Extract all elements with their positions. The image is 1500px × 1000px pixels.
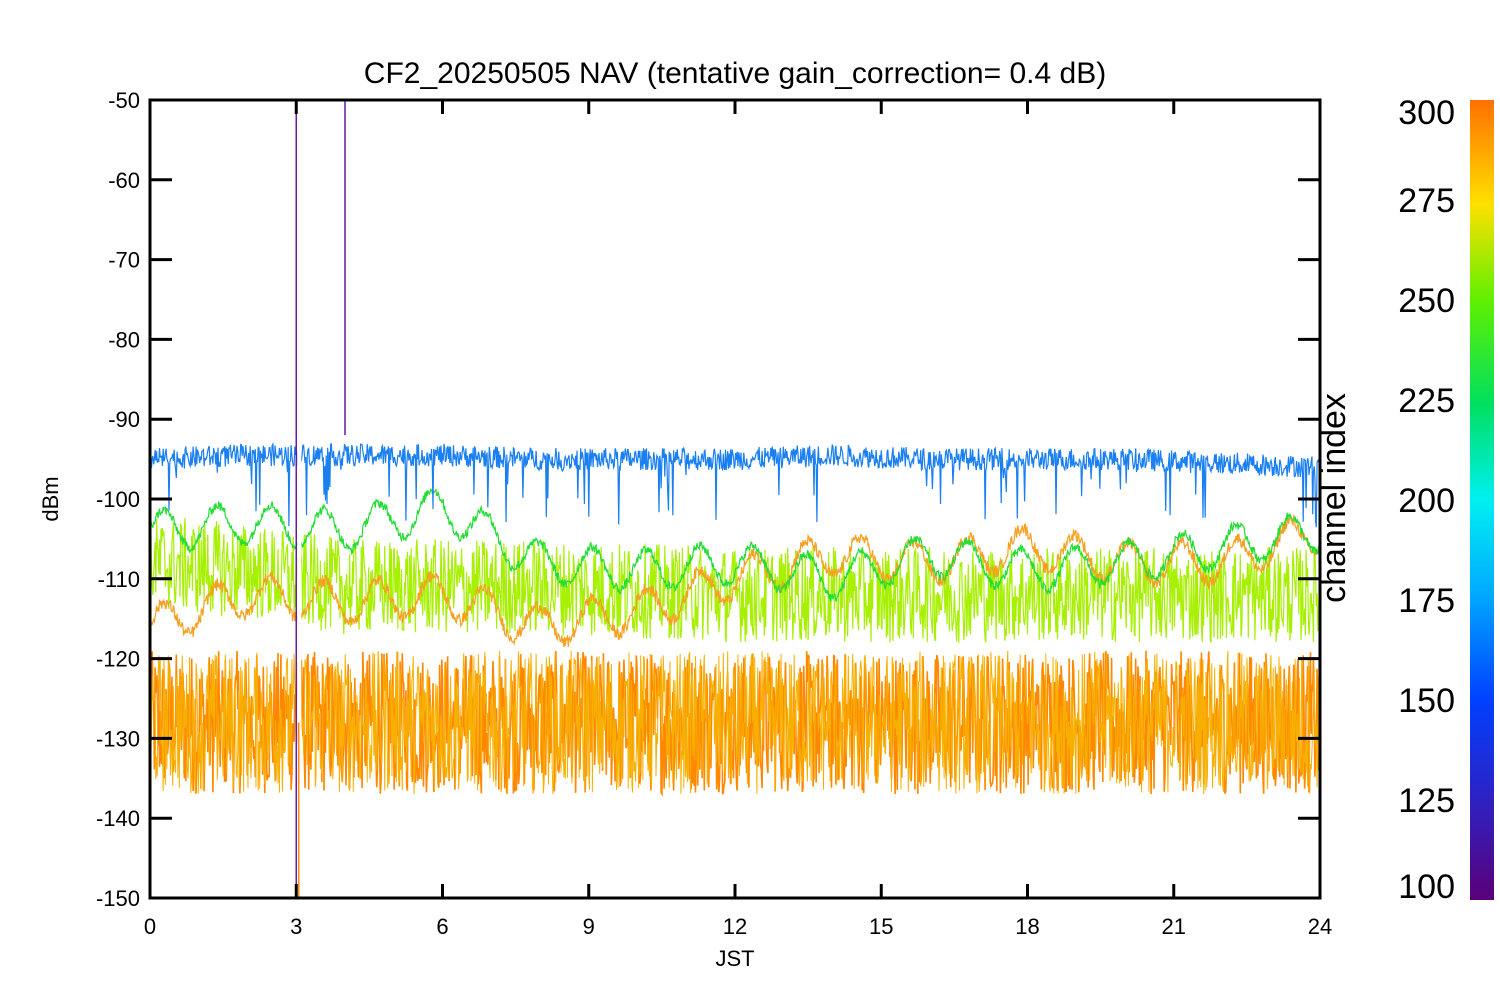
data-gap	[297, 100, 302, 898]
series-ch-150	[150, 442, 1320, 528]
y-tick-label: -150	[96, 886, 140, 911]
colorbar-tick-label: 200	[1398, 482, 1455, 520]
y-tick-label: -60	[108, 168, 140, 193]
series-line	[150, 518, 1320, 643]
y-tick-label: -50	[108, 88, 140, 113]
y-tick-label: -140	[96, 806, 140, 831]
colorbar-tick-label: 275	[1398, 182, 1455, 220]
series-ch-290	[150, 513, 1320, 648]
x-tick-label: 21	[1162, 914, 1186, 939]
x-tick-label: 9	[583, 914, 595, 939]
x-tick-label: 3	[290, 914, 302, 939]
chart-title: CF2_20250505 NAV (tentative gain_correct…	[364, 57, 1106, 90]
series-line	[150, 442, 1320, 528]
x-tick-label: 18	[1015, 914, 1039, 939]
colorbar-tick-label: 250	[1398, 282, 1455, 320]
y-tick-label: -70	[108, 248, 140, 273]
x-tick-label: 6	[436, 914, 448, 939]
y-axis: -50 -60 -70 -80 -90 -100 -110 -120 -130 -140 -150	[96, 88, 1320, 911]
y-tick-label: -100	[96, 487, 140, 512]
colorbar-tick-label: 300	[1398, 94, 1455, 132]
x-axis: 0 3 6 9 12 15 18 21 24	[144, 100, 1332, 939]
series-line	[150, 487, 1320, 602]
y-tick-label: -120	[96, 647, 140, 672]
series-ch-258	[150, 518, 1320, 643]
colorbar-label: channel index	[1315, 393, 1353, 603]
x-axis-label: JST	[715, 946, 754, 971]
x-tick-label: 0	[144, 914, 156, 939]
y-tick-label: -130	[96, 726, 140, 751]
plot-area	[150, 100, 1320, 898]
y-tick-label: -110	[98, 567, 140, 592]
colorbar-tick-label: 150	[1398, 682, 1455, 720]
colorbar-tick-label: 225	[1398, 382, 1455, 420]
series-ch-245	[150, 487, 1320, 602]
y-axis-label: dBm	[38, 476, 63, 521]
series-line	[150, 513, 1320, 648]
colorbar-tick-label: 175	[1398, 582, 1455, 620]
series-ch-300	[150, 650, 1320, 797]
series-line-secondary	[150, 650, 1320, 795]
colorbar-tick-label: 125	[1398, 782, 1455, 820]
y-tick-label: -80	[108, 327, 140, 352]
colorbar	[1470, 100, 1494, 900]
x-tick-label: 12	[723, 914, 747, 939]
y-tick-label: -90	[108, 407, 140, 432]
x-tick-label: 24	[1308, 914, 1332, 939]
colorbar-tick-label: 100	[1398, 868, 1455, 906]
x-tick-label: 15	[869, 914, 893, 939]
colorbar-ticks: 300 275 250 225 200 175 150 125 100	[1398, 94, 1455, 906]
